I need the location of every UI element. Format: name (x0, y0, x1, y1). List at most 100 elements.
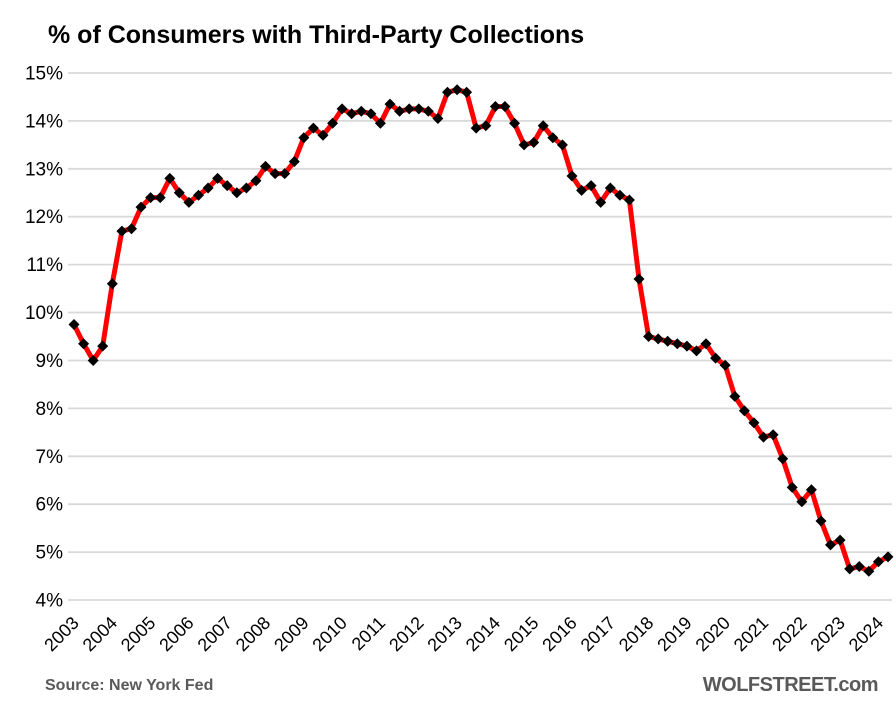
data-point-marker (317, 129, 329, 141)
y-axis-label: 7% (36, 447, 64, 468)
x-axis-label: 2018 (615, 613, 657, 655)
data-point-marker (595, 196, 607, 208)
y-axis-label: 12% (25, 207, 63, 228)
data-point-marker (288, 156, 300, 168)
data-point-marker (260, 160, 271, 172)
data-point-marker (710, 352, 722, 364)
data-point-marker (805, 484, 817, 496)
y-axis-label: 8% (36, 399, 64, 420)
x-axis-label: 2019 (653, 613, 695, 655)
data-point-marker (576, 184, 588, 196)
data-point-marker (78, 338, 90, 350)
data-point-marker (719, 359, 731, 371)
data-point-marker (307, 122, 319, 134)
x-axis-label: 2005 (117, 613, 159, 655)
data-point-marker (221, 180, 233, 192)
y-axis-label: 5% (36, 543, 64, 564)
x-axis-label: 2003 (40, 613, 82, 655)
data-point-marker (671, 338, 683, 350)
data-point-marker (432, 113, 444, 124)
x-axis-label: 2022 (768, 613, 810, 655)
data-point-marker (633, 273, 645, 285)
data-point-marker (863, 565, 875, 577)
data-point-marker (374, 117, 386, 129)
x-axis-label: 2017 (577, 613, 619, 655)
data-point-marker (691, 345, 702, 357)
data-point-marker (164, 172, 176, 184)
data-point-marker (518, 139, 530, 151)
y-axis-label: 4% (36, 591, 64, 612)
y-axis-label: 13% (25, 159, 63, 180)
x-axis-label: 2020 (692, 613, 734, 655)
data-point-marker (834, 534, 846, 546)
data-point-marker (173, 187, 185, 199)
data-point-marker (767, 429, 779, 441)
data-point-marker (298, 132, 310, 144)
data-point-marker (556, 139, 568, 151)
data-point-marker (604, 182, 616, 194)
data-point-marker (700, 338, 712, 350)
x-axis-label: 2008 (232, 613, 274, 655)
data-point-marker (116, 225, 128, 237)
data-point-marker (499, 101, 511, 112)
x-axis-label: 2023 (806, 613, 848, 655)
data-point-marker (68, 319, 80, 330)
series-line (71, 87, 891, 574)
data-point-marker (97, 340, 109, 352)
y-axis-label: 11% (26, 255, 63, 276)
data-point-marker (614, 189, 626, 201)
data-point-marker (336, 103, 348, 115)
data-point-marker (844, 563, 856, 575)
data-point-marker (451, 84, 463, 96)
x-axis-label: 2007 (194, 613, 236, 655)
data-point-marker (269, 168, 281, 180)
data-point-marker (566, 170, 578, 182)
x-axis-label: 2012 (385, 613, 427, 655)
data-point-marker (346, 108, 358, 120)
data-point-marker (442, 86, 453, 98)
data-point-marker (365, 108, 377, 120)
data-point-marker (212, 172, 224, 184)
data-point-marker (643, 331, 655, 342)
data-point-marker (422, 105, 434, 117)
x-axis-label: 2024 (845, 613, 887, 655)
data-point-marker (183, 196, 195, 208)
data-point-marker (193, 189, 204, 201)
data-point-marker (662, 335, 674, 347)
data-point-marker (413, 103, 425, 115)
data-point-marker (815, 515, 827, 527)
data-point-marker (748, 417, 760, 429)
data-point-marker (489, 101, 501, 112)
data-point-marker (231, 187, 243, 199)
data-point-marker (528, 137, 540, 148)
data-point-marker (537, 120, 549, 132)
data-point-marker (327, 117, 339, 129)
x-axis-label: 2006 (155, 613, 197, 655)
data-point-marker (145, 192, 157, 204)
data-point-marker (547, 132, 559, 144)
data-point-marker (154, 192, 166, 204)
data-point-marker (738, 405, 750, 417)
data-point-marker (758, 431, 769, 443)
x-axis-label: 2015 (500, 613, 542, 655)
data-point-marker (126, 223, 137, 235)
y-axis-label: 15% (25, 64, 63, 85)
data-point-marker (853, 561, 865, 572)
data-point-marker (403, 103, 415, 115)
source-label: Source: New York Fed (45, 677, 214, 694)
y-axis-label: 10% (25, 303, 63, 324)
data-point-marker (480, 120, 492, 132)
data-point-marker (279, 168, 291, 180)
y-axis-label: 14% (25, 111, 63, 132)
data-point-marker (250, 175, 262, 187)
y-axis-label: 6% (36, 495, 64, 516)
data-point-marker (384, 98, 396, 110)
y-axis-label: 9% (36, 351, 64, 372)
chart-title: % of Consumers with Third-Party Collecti… (48, 21, 585, 49)
data-point-marker (135, 201, 147, 213)
x-axis-label: 2010 (308, 613, 350, 655)
x-axis-label: 2004 (79, 613, 121, 655)
data-point-marker (461, 86, 473, 98)
data-point-marker (796, 496, 808, 508)
